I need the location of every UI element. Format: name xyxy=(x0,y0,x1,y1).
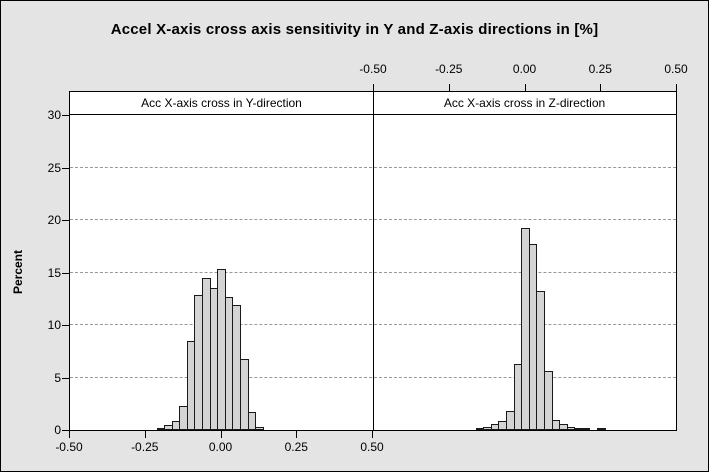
x-tick-mark-bottom xyxy=(372,431,373,438)
x-tick-mark-top xyxy=(448,84,450,91)
y-tick-label: 25 xyxy=(47,160,61,175)
x-tick-mark-bottom xyxy=(220,431,222,438)
y-tick-label: 10 xyxy=(47,318,61,332)
y-tick-mark xyxy=(62,377,69,379)
x-tick-mark-top xyxy=(373,84,374,91)
histogram-bar xyxy=(247,412,257,430)
x-tick-label-bottom: 0.25 xyxy=(284,440,308,454)
y-tick-label: 5 xyxy=(54,370,61,385)
x-tick-label-top: -0.25 xyxy=(435,62,463,76)
histogram-bar xyxy=(543,371,553,430)
panel-divider xyxy=(373,92,374,430)
y-tick-label: 15 xyxy=(47,265,61,280)
plot-area: Acc X-axis cross in Y-direction Acc X-ax… xyxy=(69,91,677,431)
y-tick-label: 30 xyxy=(47,108,61,122)
histogram-bar xyxy=(255,427,264,430)
histogram-bar xyxy=(581,428,591,430)
x-tick-label-bottom: 0.00 xyxy=(208,440,233,454)
x-tick-label-top: 0.50 xyxy=(664,62,688,76)
x-tick-mark-bottom xyxy=(296,431,298,438)
histogram-bar xyxy=(536,291,545,430)
x-tick-mark-top xyxy=(524,84,526,91)
y-tick-label: 20 xyxy=(47,213,61,227)
histogram-bar xyxy=(596,428,606,430)
chart-title: Accel X-axis cross axis sensitivity in Y… xyxy=(110,21,599,38)
x-tick-mark-bottom xyxy=(144,431,146,438)
y-tick-mark xyxy=(62,115,69,116)
y-tick-mark xyxy=(62,430,69,431)
x-tick-label-bottom: -0.50 xyxy=(55,440,83,454)
x-tick-label-top: 0.00 xyxy=(512,62,537,76)
x-tick-label-bottom: -0.25 xyxy=(131,440,159,454)
panel-header-y-direction: Acc X-axis cross in Y-direction xyxy=(141,96,302,110)
x-tick-label-bottom: 0.50 xyxy=(360,440,384,454)
panel-header-z-direction: Acc X-axis cross in Z-direction xyxy=(443,96,606,110)
y-tick-mark xyxy=(62,272,69,274)
x-tick-mark-top xyxy=(676,84,677,91)
x-tick-mark-bottom xyxy=(69,431,70,438)
x-tick-label-top: 0.25 xyxy=(588,62,612,76)
x-tick-mark-top xyxy=(600,84,602,91)
histogram-bar xyxy=(239,358,249,430)
y-tick-mark xyxy=(62,220,69,221)
x-tick-label-top: -0.50 xyxy=(359,62,387,76)
y-tick-label: 0 xyxy=(54,423,61,437)
y-tick-mark xyxy=(62,167,69,169)
y-tick-mark xyxy=(62,325,69,326)
